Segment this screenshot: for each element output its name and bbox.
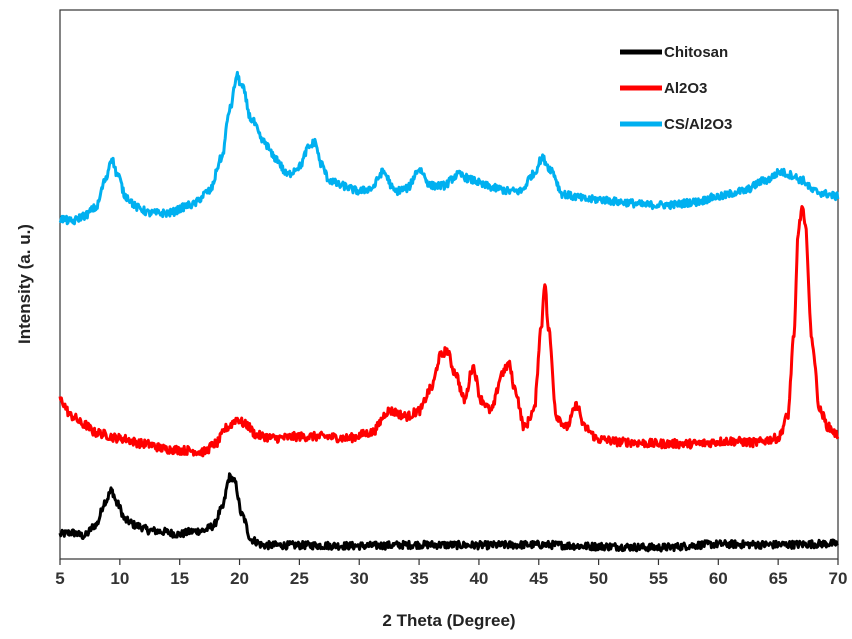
- series-line-cs-al2o3: [58, 70, 840, 226]
- x-tick-label: 45: [529, 569, 548, 588]
- series-line-chitosan: [58, 472, 839, 553]
- x-tick-label: 55: [649, 569, 668, 588]
- series-line-al2o3: [58, 205, 840, 458]
- x-tick-label: 35: [410, 569, 429, 588]
- x-tick-label: 30: [350, 569, 369, 588]
- x-axis-title: 2 Theta (Degree): [382, 611, 515, 630]
- series-layer: [58, 70, 840, 553]
- legend-label-cs-al2o3: CS/Al2O3: [664, 116, 732, 133]
- y-axis-title: Intensity (a. u.): [15, 224, 34, 344]
- x-tick-label: 25: [290, 569, 309, 588]
- x-tick-label: 40: [469, 569, 488, 588]
- x-tick-label: 50: [589, 569, 608, 588]
- plot-frame: [59, 9, 839, 560]
- x-tick-label: 65: [769, 569, 788, 588]
- x-tick-label: 70: [829, 569, 848, 588]
- legend: Chitosan Al2O3 CS/Al2O3: [620, 44, 732, 133]
- x-tick-label: 15: [170, 569, 189, 588]
- legend-label-al2o3: Al2O3: [664, 80, 707, 97]
- x-tick-label: 20: [230, 569, 249, 588]
- x-tick-label: 60: [709, 569, 728, 588]
- x-tick-label: 5: [55, 569, 64, 588]
- x-axis-ticks: 5 10 15 20 25 30 35 40 45 50 55 60 65 70: [55, 559, 847, 588]
- x-tick-label: 10: [110, 569, 129, 588]
- legend-label-chitosan: Chitosan: [664, 44, 728, 61]
